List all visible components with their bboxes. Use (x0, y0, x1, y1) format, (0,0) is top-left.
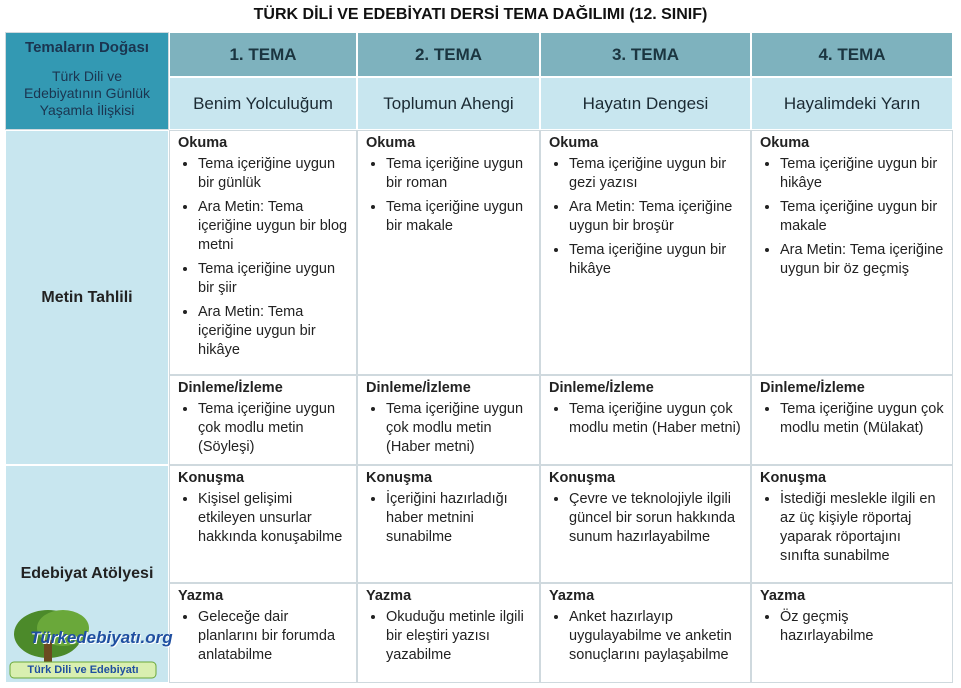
item: Ara Metin: Tema içeriğine uygun bir broş… (569, 198, 742, 236)
row-heading: Yazma (366, 588, 412, 604)
row-heading: Dinleme/İzleme (178, 380, 283, 396)
row-heading: Yazma (178, 588, 224, 604)
body-cell: Konuşma İstediği meslekle ilgili en az üç… (751, 465, 953, 583)
body-cell: Yazma Geleceğe dair planlarını bir forumd… (169, 583, 357, 683)
body-cell: Konuşma Kişisel gelişimi etkileyen unsurl… (169, 465, 357, 583)
item: Tema içeriğine uygun bir makale (780, 198, 944, 236)
item-list: Tema içeriğine uygun bir günlük Ara Metin… (178, 155, 348, 360)
logo-tagline: Türk Dili ve Edebiyatı (27, 664, 139, 676)
logo-art (9, 610, 157, 679)
theme-name: Hayalimdeki Yarın (751, 77, 953, 130)
item: Geleceğe dair planlarını bir forumda anl… (198, 608, 348, 665)
theme-number: 1. TEMA (169, 32, 357, 77)
item: İçeriğini hazırladığı haber metnini suna… (386, 490, 531, 547)
body-cell: Okuma Tema içeriğine uygun bir gezi yazıs… (540, 130, 751, 375)
corner-subtitle: Türk Dili ve Edebiyatının Günlük Yaşamla… (23, 68, 151, 118)
item-list: İstediği meslekle ilgili en az üç kişiyl… (760, 490, 944, 566)
row-heading: Dinleme/İzleme (549, 380, 654, 396)
body-cell: OkumaTema içeriğine uygun bir romanTema … (357, 130, 540, 375)
item: Tema içeriğine uygun bir roman (386, 155, 531, 193)
row-heading: Konuşma (366, 470, 433, 486)
theme-number: 3. TEMA (540, 32, 751, 77)
item: Kişisel gelişimi etkileyen unsurlar hakk… (198, 490, 348, 547)
theme-number: 2. TEMA (357, 32, 540, 77)
item-list: Anket hazırlayıp uygulayabilme ve anketi… (549, 608, 742, 665)
body-cell: Konuşma İçeriğini hazırladığı haber metni… (357, 465, 540, 583)
item: Tema içeriğine uygun çok modlu metin (Sö… (198, 400, 348, 457)
row-heading: Dinleme/İzleme (760, 380, 865, 396)
row-heading: Okuma (549, 135, 599, 151)
item-list: Tema içeriğine uygun bir hikâye Tema içer… (760, 155, 944, 279)
row-heading: Yazma (760, 588, 806, 604)
body-cell: Yazma Öz geçmiş hazırlayabilme (751, 583, 953, 683)
item: Okuduğu metinle ilgili bir eleştiri yazı… (386, 608, 531, 665)
item: Ara Metin: Tema içeriğine uygun bir blog… (198, 198, 348, 255)
row-heading: Dinleme/İzleme (366, 380, 471, 396)
item: Tema içeriğine uygun bir şiir (198, 260, 348, 298)
item-list: Geleceğe dair planlarını bir forumda anl… (178, 608, 348, 665)
row-heading: Konuşma (549, 470, 616, 486)
item-list: Çevre ve teknolojiyle ilgili güncel bir … (549, 490, 742, 547)
item-list: İçeriğini hazırladığı haber metnini suna… (366, 490, 531, 547)
theme-number: 4. TEMA (751, 32, 953, 77)
item-list: Tema içeriğine uygun çok modlu metin (Sö… (178, 400, 348, 457)
theme-name: Toplumun Ahengi (357, 77, 540, 130)
row-heading: Okuma (760, 135, 810, 151)
body-cell: Dinleme/İzleme Tema içeriğine uygun çok m… (751, 375, 953, 465)
item-list: Tema içeriğine uygun çok modlu metin (Mü… (760, 400, 944, 438)
body-cell: Yazma Anket hazırlayıp uygulayabilme ve a… (540, 583, 751, 683)
row-heading: Konuşma (178, 470, 245, 486)
body-cell: Dinleme/İzleme Tema içeriğine uygun çok m… (540, 375, 751, 465)
body-cell: Dinleme/İzleme Tema içeriğine uygun çok m… (169, 375, 357, 465)
row-heading: Okuma (366, 135, 416, 151)
item-list: Tema içeriğine uygun bir gezi yazısı Ara … (549, 155, 742, 279)
corner-title: Temaların Doğası (25, 39, 149, 56)
item: Tema içeriğine uygun bir hikâye (780, 155, 944, 193)
item: Tema içeriğine uygun çok modlu metin (Ha… (386, 400, 531, 457)
body-cell: OkumaTema içeriğine uygun bir hikâyeTema… (751, 130, 953, 375)
item: Anket hazırlayıp uygulayabilme ve anketi… (569, 608, 742, 665)
item: Tema içeriğine uygun çok modlu metin (Ha… (569, 400, 742, 438)
item-list: Okuduğu metinle ilgili bir eleştiri yazı… (366, 608, 531, 665)
title: TÜRK DİLİ VE EDEBİYATI DERSİ TEMA DAĞILI… (253, 6, 708, 23)
body-cell: Yazma Okuduğu metinle ilgili bir eleştiri… (357, 583, 540, 683)
logo-name: Türkedebiyatı.org (30, 628, 173, 647)
row-heading: Okuma (178, 135, 228, 151)
body-cell: Dinleme/İzleme Tema içeriğine uygun çok m… (357, 375, 540, 465)
item: Ara Metin: Tema içeriğine uygun bir hikâ… (198, 303, 348, 360)
theme-name: Hayatın Dengesi (540, 77, 751, 130)
item: İstediği meslekle ilgili en az üç kişiyl… (780, 490, 944, 566)
row-heading: Yazma (549, 588, 595, 604)
theme-name: Benim Yolculuğum (169, 77, 357, 130)
section-label: Metin Tahlili (5, 130, 169, 465)
body-cell: Okuma Tema içeriğine uygun bir günlük Ara … (169, 130, 357, 375)
item: Tema içeriğine uygun bir hikâye (569, 241, 742, 279)
item: Tema içeriğine uygun bir günlük (198, 155, 348, 193)
item-list: Öz geçmiş hazırlayabilme (760, 608, 944, 646)
item-list: Tema içeriğine uygun bir roman Tema içeri… (366, 155, 531, 236)
row-heading: Konuşma (760, 470, 827, 486)
item-list: Tema içeriğine uygun çok modlu metin (Ha… (549, 400, 742, 438)
item: Tema içeriğine uygun bir makale (386, 198, 531, 236)
item: Ara Metin: Tema içeriğine uygun bir öz g… (780, 241, 944, 279)
item: Tema içeriğine uygun bir gezi yazısı (569, 155, 742, 193)
logo: Türkedebiyatı.org Türk Dili ve Edebiyatı (8, 606, 173, 680)
body-cell: Konuşma Çevre ve teknolojiyle ilgili günc… (540, 465, 751, 583)
item-list: Kişisel gelişimi etkileyen unsurlar hakk… (178, 490, 348, 547)
item: Çevre ve teknolojiyle ilgili güncel bir … (569, 490, 742, 547)
item: Tema içeriğine uygun çok modlu metin (Mü… (780, 400, 944, 438)
item: Öz geçmiş hazırlayabilme (780, 608, 944, 646)
corner-cell: Temaların Doğası Türk Dili ve Edebiyatını… (5, 32, 169, 130)
item-list: Tema içeriğine uygun çok modlu metin (Ha… (366, 400, 531, 457)
